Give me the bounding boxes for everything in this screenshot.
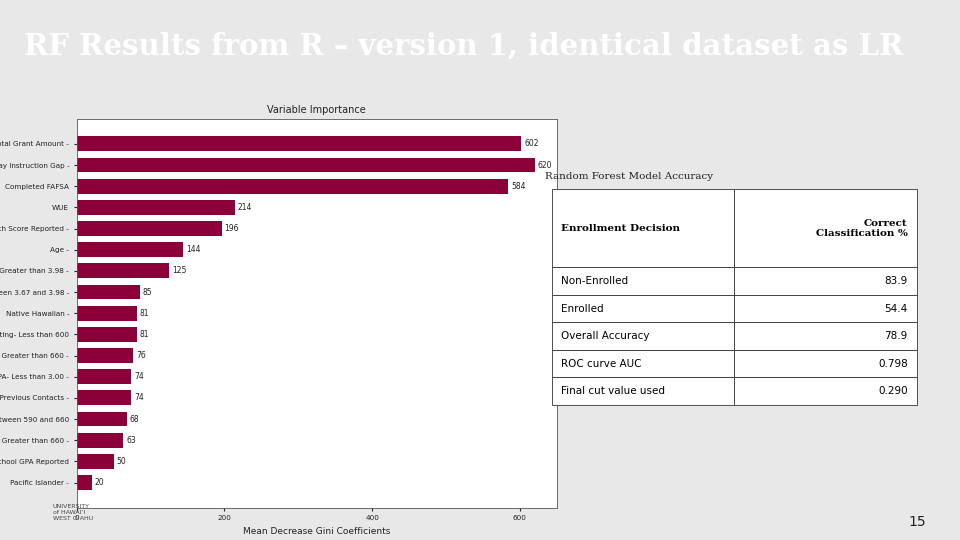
Text: 63: 63 bbox=[127, 436, 136, 444]
Text: 214: 214 bbox=[238, 203, 252, 212]
Title: Variable Importance: Variable Importance bbox=[268, 105, 366, 115]
Bar bbox=[77, 264, 169, 278]
Text: 196: 196 bbox=[225, 224, 239, 233]
Text: 85: 85 bbox=[142, 287, 152, 296]
Bar bbox=[77, 475, 91, 490]
Text: Random Forest Model Accuracy: Random Forest Model Accuracy bbox=[544, 172, 713, 181]
Bar bbox=[77, 348, 132, 363]
Text: 81: 81 bbox=[139, 309, 149, 318]
Text: RF Results from R – version 1, identical dataset as LR: RF Results from R – version 1, identical… bbox=[24, 31, 903, 60]
Text: 620: 620 bbox=[538, 160, 552, 170]
Text: 144: 144 bbox=[186, 245, 201, 254]
Bar bbox=[77, 327, 136, 342]
Bar bbox=[77, 390, 132, 405]
Bar bbox=[77, 369, 132, 384]
Bar bbox=[77, 454, 113, 469]
Text: 68: 68 bbox=[130, 415, 139, 423]
Text: 76: 76 bbox=[136, 351, 146, 360]
Bar bbox=[77, 242, 183, 257]
Bar bbox=[77, 411, 127, 427]
Bar bbox=[77, 200, 235, 215]
Text: 20: 20 bbox=[94, 478, 104, 487]
Bar bbox=[77, 179, 508, 194]
X-axis label: Mean Decrease Gini Coefficients: Mean Decrease Gini Coefficients bbox=[243, 527, 391, 536]
Text: 125: 125 bbox=[172, 266, 186, 275]
Bar bbox=[77, 158, 535, 172]
Text: 74: 74 bbox=[134, 393, 144, 402]
Bar bbox=[77, 137, 521, 151]
Text: 74: 74 bbox=[134, 372, 144, 381]
Bar bbox=[77, 433, 123, 448]
Text: UNIVERSITY
of HAWAIʻI
WEST OʻAHU: UNIVERSITY of HAWAIʻI WEST OʻAHU bbox=[53, 504, 93, 521]
Text: 15: 15 bbox=[909, 515, 926, 529]
Bar bbox=[77, 306, 136, 321]
Bar bbox=[77, 285, 139, 300]
Text: 584: 584 bbox=[511, 182, 525, 191]
Bar bbox=[77, 221, 222, 236]
Text: 81: 81 bbox=[139, 330, 149, 339]
Text: 50: 50 bbox=[117, 457, 127, 466]
Text: 602: 602 bbox=[524, 139, 539, 148]
